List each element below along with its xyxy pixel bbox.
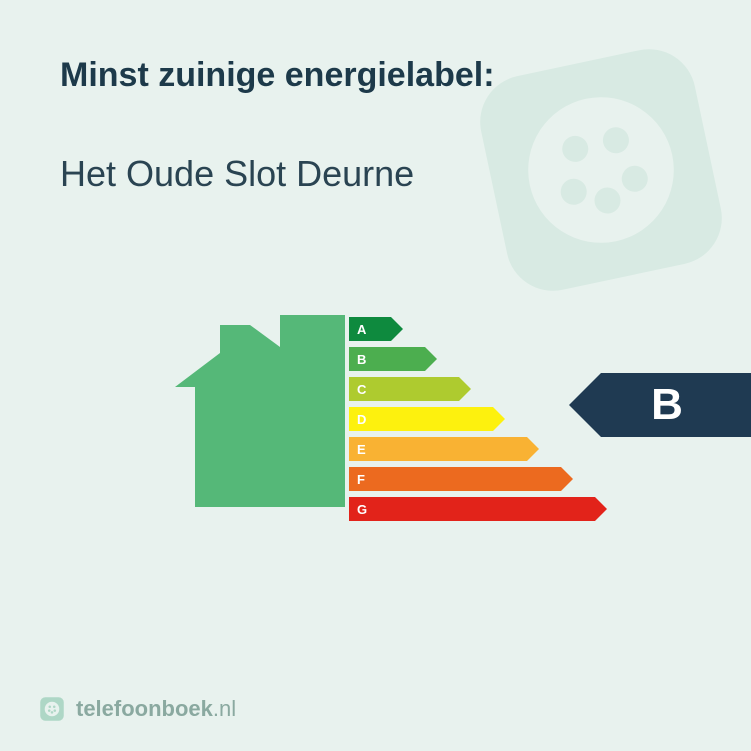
- brand-name: telefoonboek: [76, 696, 213, 721]
- energy-bar-g: G: [349, 497, 607, 521]
- rating-label: B: [651, 380, 683, 430]
- energy-bar-b: B: [349, 347, 607, 371]
- page-title: Minst zuinige energielabel:: [60, 56, 691, 95]
- energy-bar-a: A: [349, 317, 607, 341]
- footer-branding: telefoonboek.nl: [38, 695, 236, 723]
- brand-tld: .nl: [213, 696, 236, 721]
- energy-bar-e: E: [349, 437, 607, 461]
- footer-text: telefoonboek.nl: [76, 696, 236, 722]
- house-icon: [175, 305, 345, 525]
- energy-rating-badge: B: [569, 373, 751, 437]
- phonebook-icon: [38, 695, 66, 723]
- page-subtitle: Het Oude Slot Deurne: [60, 153, 691, 195]
- energy-bar-f: F: [349, 467, 607, 491]
